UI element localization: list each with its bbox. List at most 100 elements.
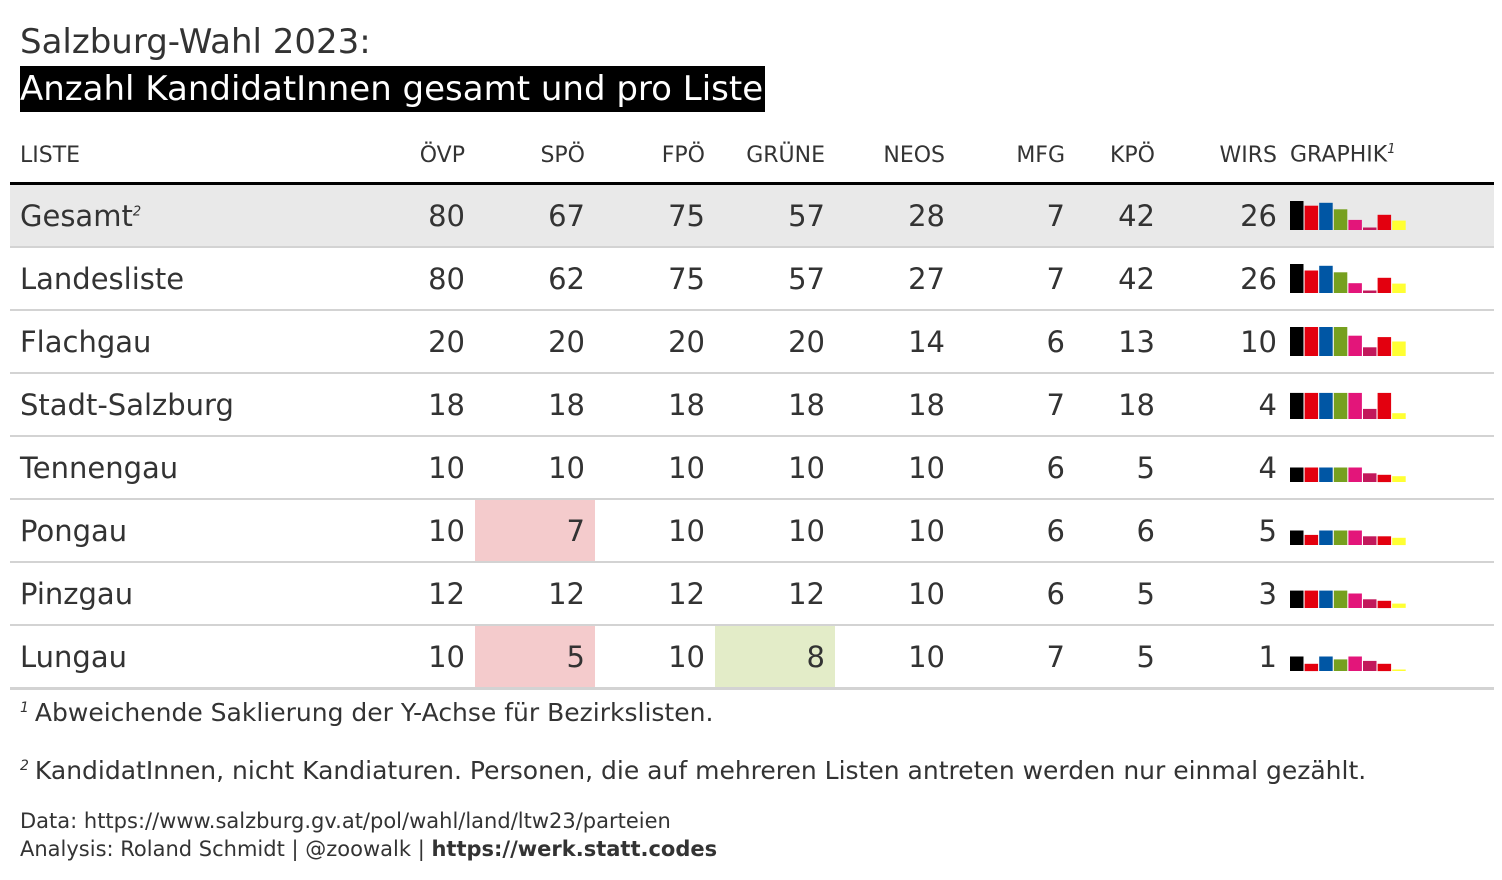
- cell-wirs: 3: [1165, 562, 1287, 626]
- cell-wirs: 5: [1165, 499, 1287, 563]
- spark-bar-fpoe: [1319, 590, 1333, 608]
- chart-subtitle: Anzahl KandidatInnen gesamt und pro List…: [20, 66, 766, 112]
- cell-fpoe: 10: [595, 499, 715, 563]
- cell-wirs: 4: [1165, 373, 1287, 437]
- cell-neos: 27: [835, 247, 955, 311]
- sparkline-cell: [1287, 562, 1494, 626]
- cell-neos: 10: [835, 562, 955, 626]
- source-data-line: Data: https://www.salzburg.gv.at/pol/wah…: [20, 809, 671, 833]
- spark-bar-neos: [1348, 593, 1362, 608]
- sparkline-landesliste: [1290, 263, 1406, 293]
- spark-bar-oevp: [1290, 392, 1304, 419]
- sparkline-pongau: [1290, 530, 1406, 545]
- header-fpoe: FPÖ: [595, 128, 715, 185]
- footnote-2-ref: 2: [20, 757, 29, 774]
- spark-bar-wirs: [1392, 412, 1406, 419]
- cell-spoe: 62: [475, 247, 595, 311]
- analysis-link[interactable]: https://werk.statt.codes: [431, 837, 718, 861]
- cell-fpoe: 75: [595, 183, 715, 248]
- table-row-landesliste: Landesliste 80 62 75 57 27 7 42 26: [10, 247, 1494, 311]
- cell-gruene: 12: [715, 562, 835, 626]
- spark-bar-fpoe: [1319, 530, 1333, 545]
- table-row-flachgau: Flachgau 20 20 20 20 14 6 13 10: [10, 310, 1494, 374]
- spark-bar-neos: [1348, 282, 1362, 293]
- cell-kpoe: 6: [1075, 499, 1165, 563]
- spark-bar-kpoe: [1377, 474, 1392, 482]
- cell-oevp: 80: [355, 183, 475, 248]
- cell-kpoe: 5: [1075, 436, 1165, 500]
- table-row-lungau: Lungau 10 5 10 8 10 7 5 1: [10, 625, 1494, 690]
- spark-bar-gruene: [1333, 530, 1348, 545]
- spark-bar-fpoe: [1319, 467, 1333, 482]
- row-label: Pinzgau: [10, 562, 355, 626]
- cell-oevp: 18: [355, 373, 475, 437]
- spark-bar-oevp: [1290, 467, 1304, 482]
- cell-kpoe: 5: [1075, 625, 1165, 690]
- cell-mfg: 6: [955, 310, 1075, 374]
- row-label-text: Landesliste: [20, 261, 185, 296]
- sparkline-cell: [1287, 247, 1494, 311]
- row-label: Flachgau: [10, 310, 355, 374]
- cell-wirs: 10: [1165, 310, 1287, 374]
- cell-kpoe: 42: [1075, 247, 1165, 311]
- cell-oevp: 10: [355, 625, 475, 690]
- cell-spoe: 10: [475, 436, 595, 500]
- cell-mfg: 6: [955, 499, 1075, 563]
- spark-bar-neos: [1348, 392, 1362, 419]
- footnote-2-text: KandidatInnen, nicht Kandiaturen. Person…: [34, 756, 1367, 785]
- spark-bar-spoe: [1304, 205, 1319, 230]
- spark-bar-spoe: [1304, 392, 1319, 419]
- cell-mfg: 7: [955, 183, 1075, 248]
- spark-bar-spoe: [1304, 663, 1319, 671]
- spark-bar-mfg: [1363, 408, 1377, 419]
- cell-oevp: 80: [355, 247, 475, 311]
- footnote-1-ref: 1: [20, 699, 29, 716]
- sparkline-lungau: [1290, 656, 1406, 671]
- spark-bar-oevp: [1290, 590, 1304, 608]
- spark-bar-mfg: [1363, 227, 1377, 230]
- table-header-row: LISTE ÖVP SPÖ FPÖ GRÜNE NEOS MFG KPÖ WIRS GRAPHI…: [10, 128, 1494, 185]
- header-graphik-label: GRAPHIK: [1290, 142, 1388, 168]
- cell-spoe: 12: [475, 562, 595, 626]
- spark-bar-oevp: [1290, 200, 1304, 230]
- cell-oevp: 20: [355, 310, 475, 374]
- cell-fpoe: 10: [595, 625, 715, 690]
- spark-bar-fpoe: [1319, 656, 1333, 671]
- sparkline-cell: [1287, 310, 1494, 374]
- spark-bar-mfg: [1363, 535, 1377, 545]
- cell-mfg: 6: [955, 436, 1075, 500]
- sparkline-tennengau: [1290, 467, 1406, 482]
- row-label-text: Flachgau: [20, 324, 152, 359]
- spark-bar-kpoe: [1377, 600, 1392, 608]
- spark-bar-mfg: [1363, 290, 1377, 293]
- sparkline-cell: [1287, 183, 1494, 248]
- cell-oevp: 12: [355, 562, 475, 626]
- spark-bar-oevp: [1290, 656, 1304, 671]
- spark-bar-mfg: [1363, 472, 1377, 482]
- spark-bar-neos: [1348, 656, 1362, 671]
- spark-bar-fpoe: [1319, 202, 1333, 230]
- spark-bar-wirs: [1392, 283, 1406, 293]
- spark-bar-gruene: [1333, 208, 1348, 230]
- row-label: Landesliste: [10, 247, 355, 311]
- sparkline-gesamt: [1290, 200, 1406, 230]
- analysis-credit: Analysis: Roland Schmidt | @zoowalk |: [20, 837, 432, 861]
- spark-bar-spoe: [1304, 534, 1319, 545]
- header-mfg: MFG: [955, 128, 1075, 185]
- spark-bar-kpoe: [1377, 277, 1392, 293]
- cell-fpoe: 12: [595, 562, 715, 626]
- spark-bar-gruene: [1333, 326, 1348, 356]
- header-graphik: GRAPHIK1: [1287, 128, 1494, 185]
- header-gruene: GRÜNE: [715, 128, 835, 185]
- header-kpoe: KPÖ: [1075, 128, 1165, 185]
- spark-bar-kpoe: [1377, 392, 1392, 419]
- cell-neos: 10: [835, 625, 955, 690]
- footnote-1: 1 Abweichende Saklierung der Y-Achse für …: [20, 698, 713, 727]
- cell-spoe: 18: [475, 373, 595, 437]
- cell-neos: 28: [835, 183, 955, 248]
- table-body: Gesamt2 80 67 75 57 28 7 42 26 Landesliste 80 62 75 5…: [10, 183, 1494, 690]
- cell-kpoe: 42: [1075, 183, 1165, 248]
- spark-bar-wirs: [1392, 341, 1406, 356]
- cell-wirs: 1: [1165, 625, 1287, 690]
- spark-bar-gruene: [1333, 392, 1348, 419]
